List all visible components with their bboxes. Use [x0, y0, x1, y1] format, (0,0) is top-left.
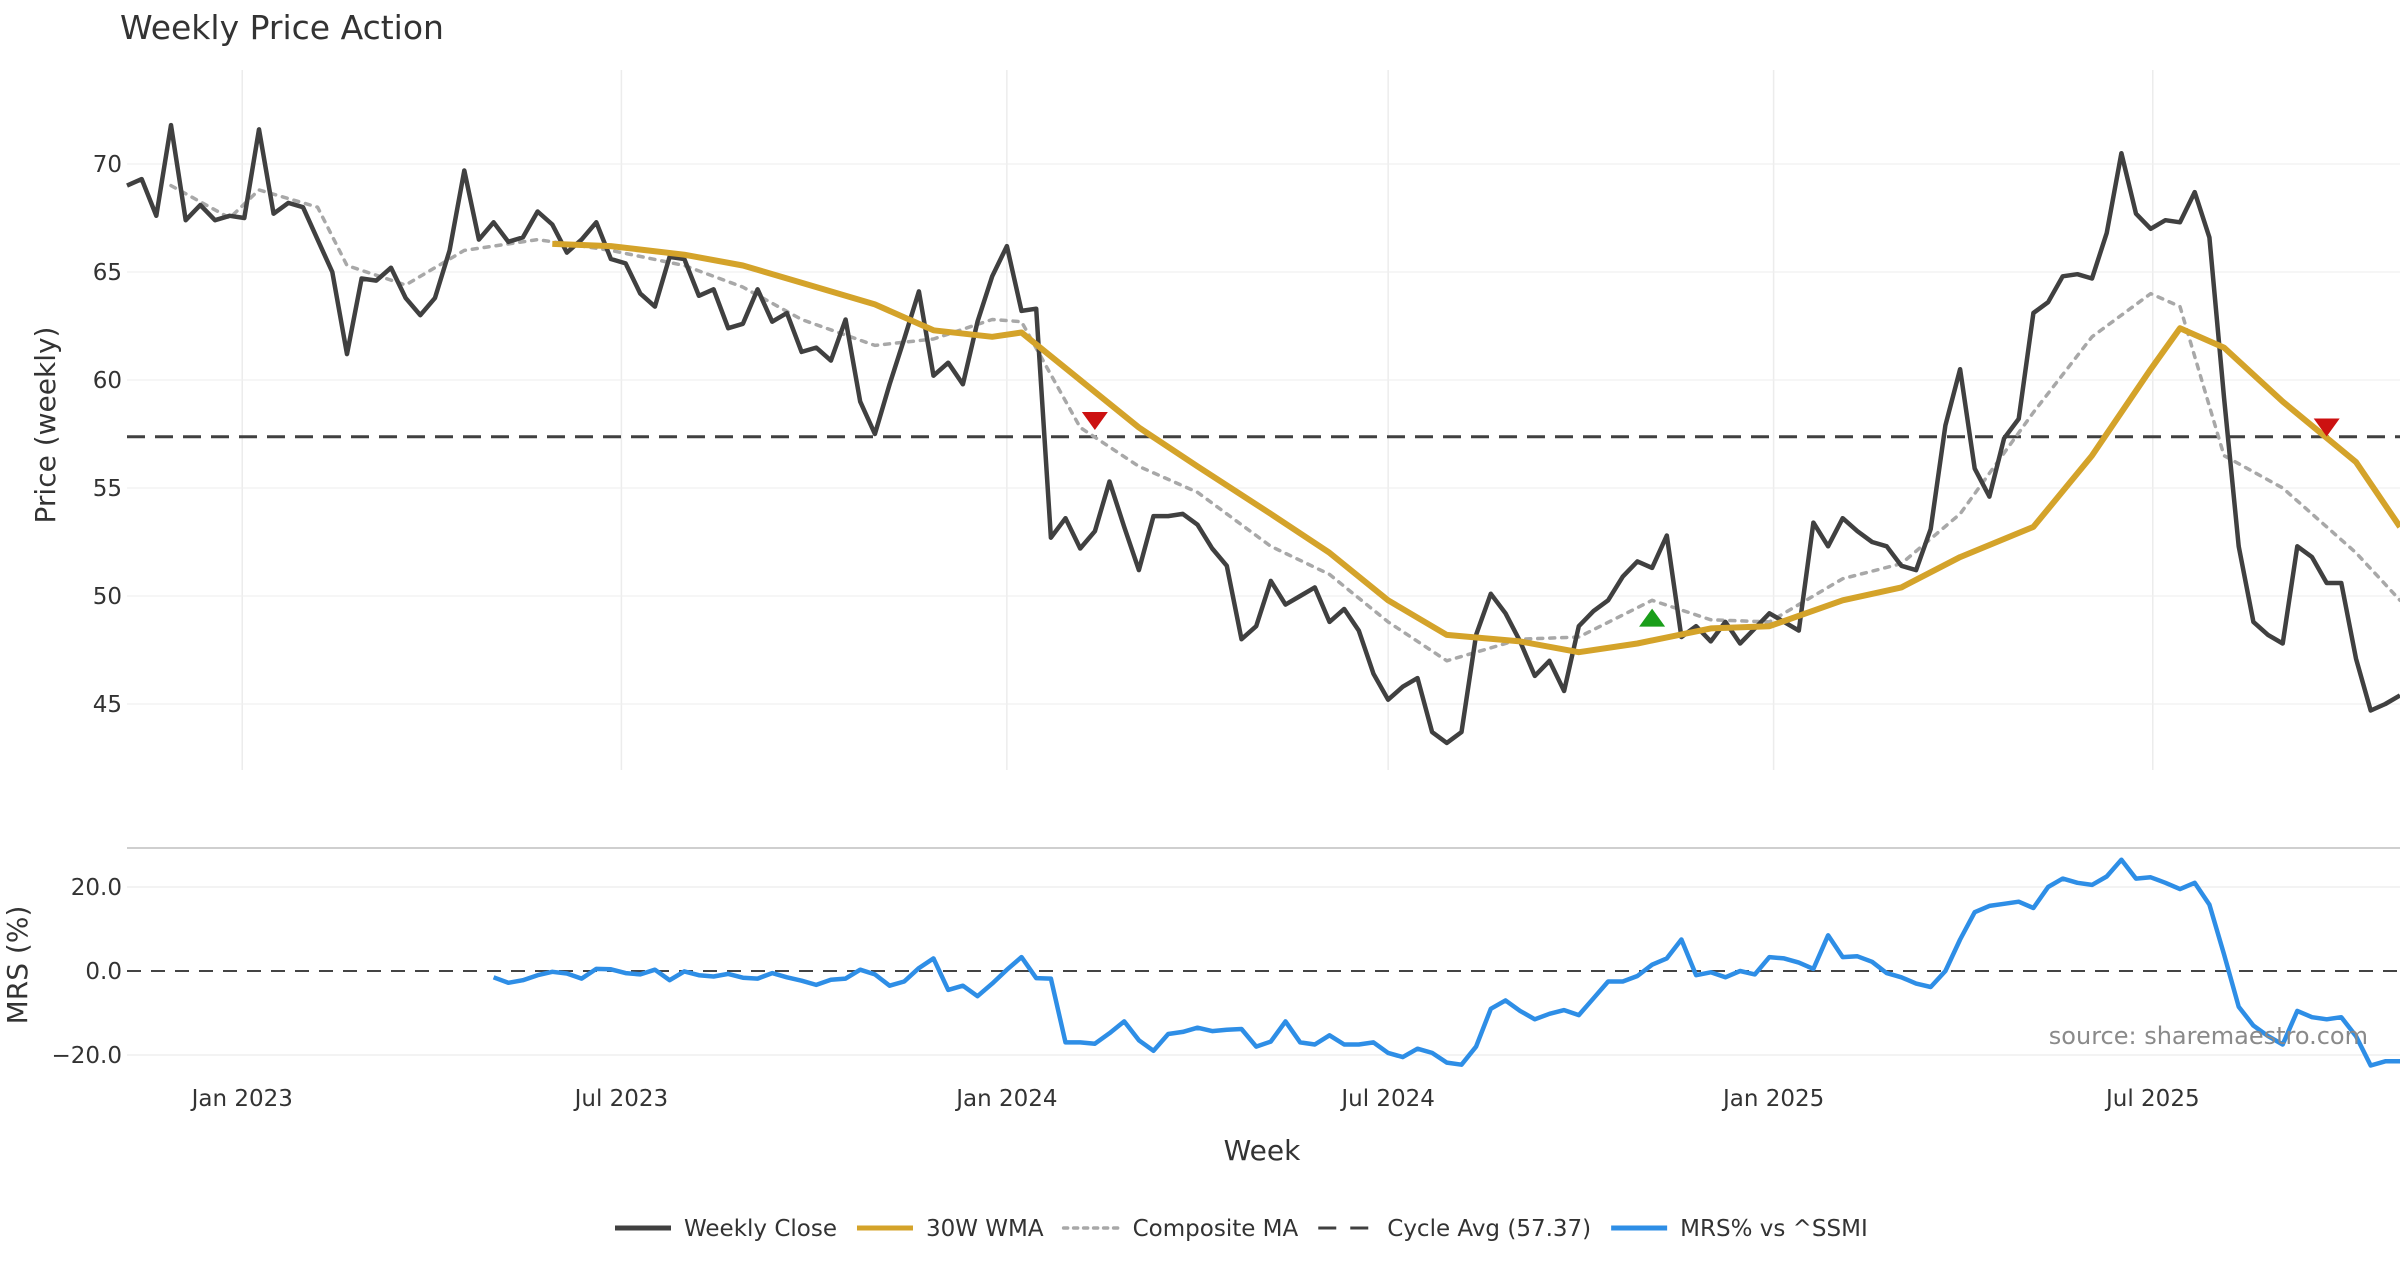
mrs-axis-title: MRS (%): [1, 906, 34, 1025]
price-y-tick-label: 60: [93, 368, 122, 394]
sell-signal-marker: [2313, 418, 2340, 437]
sell-signal-marker: [1081, 412, 1108, 431]
grid-layer: [127, 70, 2400, 1056]
source-note: source: sharemaestro.com: [2049, 1022, 2368, 1050]
legend-item: Cycle Avg (57.37): [1318, 1216, 1591, 1242]
x-tick-label: Jan 2024: [954, 1086, 1057, 1112]
weekly-close-line: [126, 122, 2400, 746]
chart-title: Weekly Price Action: [120, 8, 444, 47]
price-y-tick-label: 70: [93, 152, 122, 178]
price-y-tick-label: 65: [93, 260, 122, 286]
reference-lines: [127, 435, 2400, 972]
mrs-y-tick-label: −20.0: [52, 1043, 122, 1069]
signal-markers: [1081, 412, 2340, 627]
price-y-tick-label: 55: [93, 476, 122, 502]
x-tick-label: Jul 2024: [1339, 1086, 1435, 1112]
wma-30w-line: [552, 240, 2400, 656]
price-axis-title: Price (weekly): [29, 327, 62, 524]
price-y-tick-label: 50: [93, 584, 122, 610]
legend-label: Composite MA: [1133, 1216, 1299, 1242]
price-y-tick-label: 45: [93, 692, 122, 718]
x-tick-label: Jul 2025: [2104, 1086, 2200, 1112]
legend-item: 30W WMA: [856, 1216, 1044, 1242]
legend-label: 30W WMA: [926, 1216, 1044, 1242]
legend-item: MRS% vs ^SSMI: [1611, 1216, 1868, 1242]
mrs-line: [492, 857, 2400, 1068]
legend-label: MRS% vs ^SSMI: [1680, 1216, 1868, 1242]
x-tick-label: Jul 2023: [573, 1086, 669, 1112]
x-tick-label: Jan 2025: [1721, 1086, 1824, 1112]
legend: Weekly Close 30W WMA Composite MA Cycle Avg…: [615, 1216, 1868, 1242]
mrs-y-tick-label: 0.0: [85, 959, 122, 985]
legend-label: Cycle Avg (57.37): [1387, 1216, 1591, 1242]
composite-ma-line: [169, 183, 2400, 663]
x-tick-label: Jan 2023: [190, 1086, 293, 1112]
mrs-y-tick-label: 20.0: [71, 875, 122, 901]
legend-item: Composite MA: [1061, 1216, 1299, 1242]
buy-signal-marker: [1639, 608, 1666, 627]
tick-labels: Jan 2023 Jul 2023 Jan 2024 Jul 2024 Jan 2025…: [52, 152, 2200, 1112]
legend-item: Weekly Close: [615, 1216, 837, 1242]
x-axis-title: Week: [1224, 1134, 1301, 1167]
series-layer: [126, 122, 2400, 1068]
legend-label: Weekly Close: [684, 1216, 837, 1242]
